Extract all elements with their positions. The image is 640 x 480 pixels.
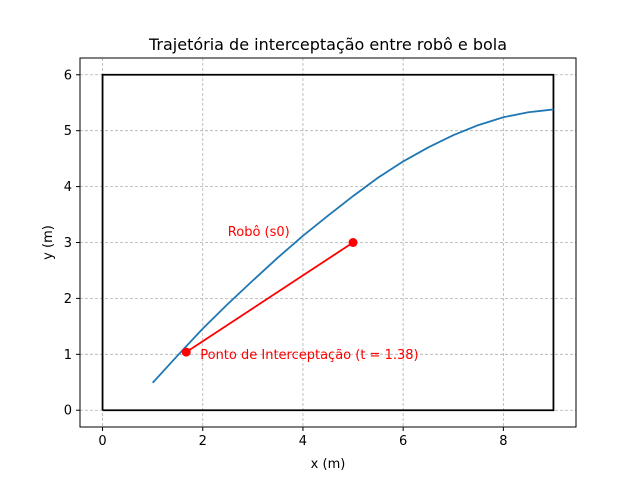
annotations: Robô (s0) Ponto de Interceptação (t = 1.… [200, 225, 418, 363]
x-axis-label: x (m) [311, 457, 346, 472]
grid [80, 58, 576, 427]
y-tick-label: 0 [64, 404, 72, 419]
ball-trajectory-line [151, 108, 554, 384]
y-axis-label: y (m) [41, 225, 56, 260]
x-tick-label: 4 [299, 434, 307, 449]
robot-start-label: Robô (s0) [228, 225, 290, 240]
x-tick-label: 8 [499, 434, 507, 449]
y-tick-label: 2 [64, 292, 72, 307]
y-tick-label: 4 [64, 180, 72, 195]
y-tick-label: 5 [64, 124, 72, 139]
y-tick-label: 6 [64, 68, 72, 83]
ticks: 0 2 4 6 8 0 1 2 3 4 5 6 [64, 68, 508, 449]
y-tick-label: 3 [64, 236, 72, 251]
x-tick-label: 2 [199, 434, 207, 449]
x-tick-label: 6 [399, 434, 407, 449]
y-tick-label: 1 [64, 348, 72, 363]
x-tick-label: 0 [98, 434, 106, 449]
robot-path-line [185, 241, 354, 353]
intercept-point-label: Ponto de Interceptação (t = 1.38) [200, 348, 418, 363]
chart-title: Trajetória de interceptação entre robô e… [148, 35, 507, 54]
plot-series [101, 73, 555, 412]
field-boundary [101, 73, 555, 412]
intercept-point [181, 347, 191, 357]
robot-start-point [348, 238, 358, 247]
